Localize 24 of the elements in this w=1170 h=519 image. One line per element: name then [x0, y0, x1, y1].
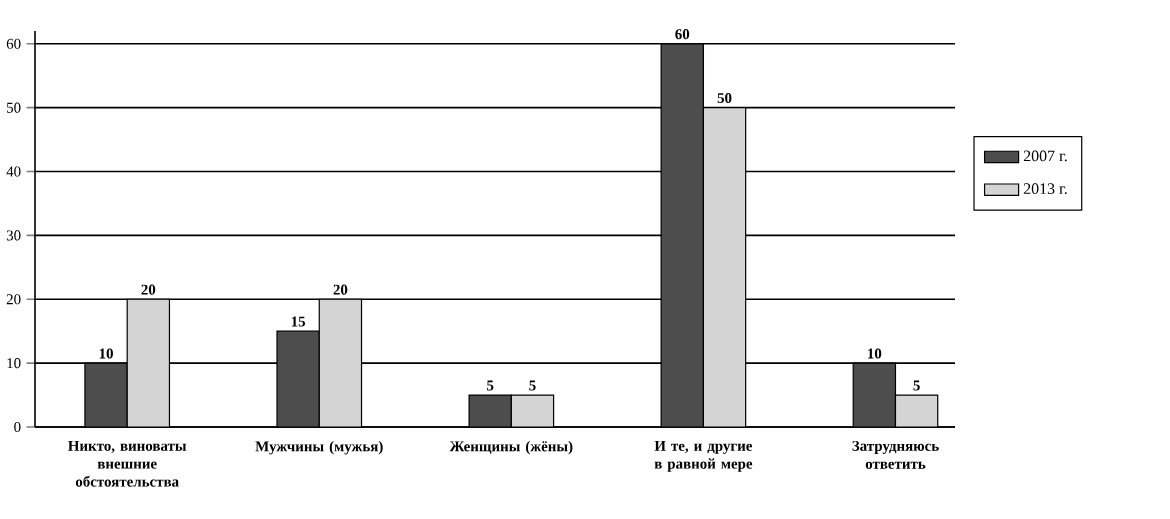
y-tick-label: 50 — [7, 102, 21, 113]
data-label: 15 — [291, 316, 306, 327]
legend-label: 2013 г. — [1023, 183, 1067, 195]
y-tick-label: 10 — [7, 358, 21, 369]
x-tick-label: Затрудняюсь ответить — [852, 440, 939, 469]
x-tick-label: Женщины (жёны) — [449, 440, 573, 455]
data-label: 50 — [717, 92, 732, 104]
data-label: 10 — [868, 348, 882, 359]
data-label: 10 — [99, 348, 113, 359]
y-tick-label: 30 — [6, 230, 21, 241]
data-label: 20 — [141, 284, 156, 295]
y-tick-label: 0 — [14, 421, 21, 433]
data-label: 60 — [675, 29, 690, 40]
y-tick-label: 40 — [6, 166, 21, 177]
data-label: 5 — [487, 380, 494, 391]
x-tick-label: Мужчины (мужья) — [255, 440, 383, 455]
data-label: 20 — [333, 284, 348, 295]
legend-label: 2007 г. — [1023, 150, 1067, 162]
y-tick-label: 60 — [6, 38, 21, 49]
data-label: 5 — [529, 380, 536, 391]
x-tick-label: Никто, виноваты внешние обстоятельства — [68, 440, 187, 487]
y-tick-label: 20 — [6, 294, 21, 305]
data-label: 5 — [913, 380, 920, 391]
x-tick-label: И те, и другие в равной мере — [654, 440, 753, 472]
